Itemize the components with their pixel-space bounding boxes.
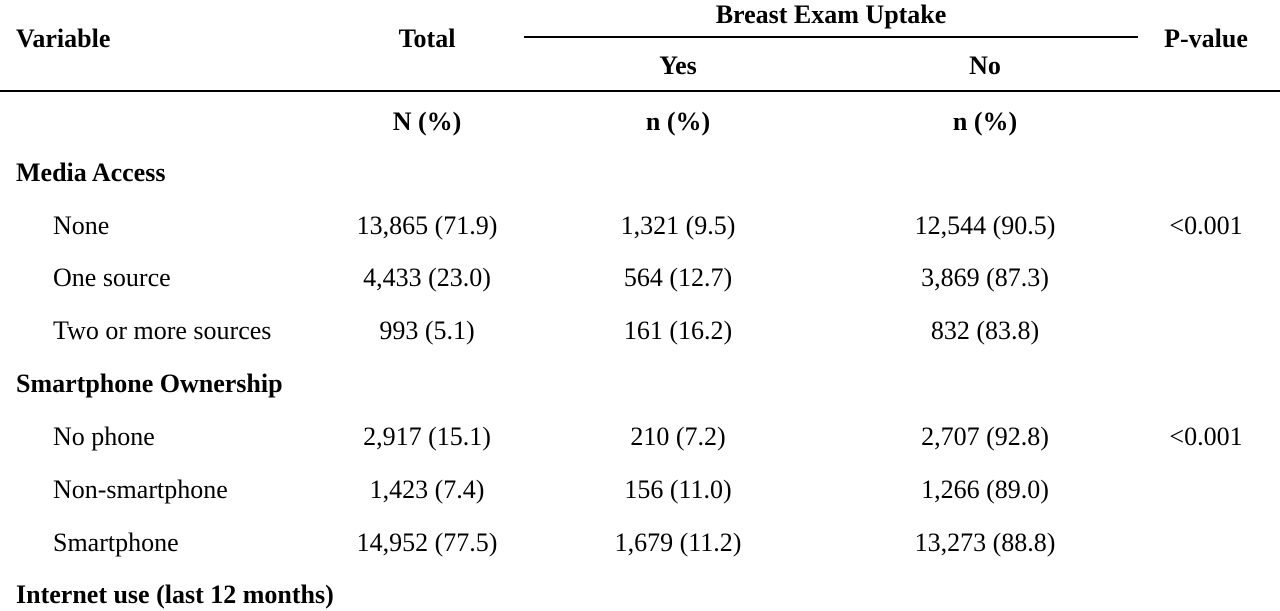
header-no: No — [969, 51, 1001, 80]
cell-p-value: <0.001 — [1169, 422, 1243, 451]
cell-no: 13,273 (88.8) — [914, 528, 1056, 557]
cell-yes: 156 (11.0) — [624, 475, 732, 504]
cell-yes: 1,679 (11.2) — [614, 528, 742, 557]
cell-total: 13,865 (71.9) — [356, 211, 498, 240]
header-variable: Variable — [16, 24, 111, 53]
cell-no: 832 (83.8) — [930, 316, 1040, 345]
cell-total: 993 (5.1) — [379, 316, 475, 345]
header-p-value: P-value — [1164, 24, 1248, 53]
cell-yes: 1,321 (9.5) — [620, 211, 736, 240]
section-title: Media Access — [16, 158, 166, 187]
cell-no: 12,544 (90.5) — [914, 211, 1056, 240]
cell-p-value: <0.001 — [1169, 211, 1243, 240]
cell-total: 4,433 (23.0) — [363, 263, 491, 292]
cell-total: 2,917 (15.1) — [363, 422, 491, 451]
section-title: Smartphone Ownership — [16, 369, 283, 398]
header-total: Total — [398, 24, 456, 53]
row-label: None — [53, 211, 110, 240]
cell-total: 14,952 (77.5) — [356, 528, 498, 557]
group-header-rule — [524, 36, 1138, 38]
row-label: Smartphone — [53, 528, 179, 557]
unit-no: n (%) — [952, 107, 1018, 136]
row-label: No phone — [53, 422, 155, 451]
unit-total: N (%) — [392, 107, 462, 136]
row-label: One source — [53, 263, 171, 292]
cell-yes: 210 (7.2) — [630, 422, 726, 451]
header-bottom-rule — [0, 90, 1280, 92]
cell-yes: 161 (16.2) — [623, 316, 733, 345]
cell-total: 1,423 (7.4) — [369, 475, 485, 504]
cell-no: 1,266 (89.0) — [921, 475, 1049, 504]
unit-yes: n (%) — [645, 107, 711, 136]
cell-no: 2,707 (92.8) — [921, 422, 1049, 451]
cell-yes: 564 (12.7) — [623, 263, 733, 292]
header-yes: Yes — [659, 51, 697, 80]
section-title: Internet use (last 12 months) — [16, 580, 334, 609]
cell-no: 3,869 (87.3) — [921, 263, 1049, 292]
header-breast-exam-uptake: Breast Exam Uptake — [715, 0, 947, 29]
row-label: Two or more sources — [53, 316, 272, 345]
row-label: Non-smartphone — [53, 475, 228, 504]
